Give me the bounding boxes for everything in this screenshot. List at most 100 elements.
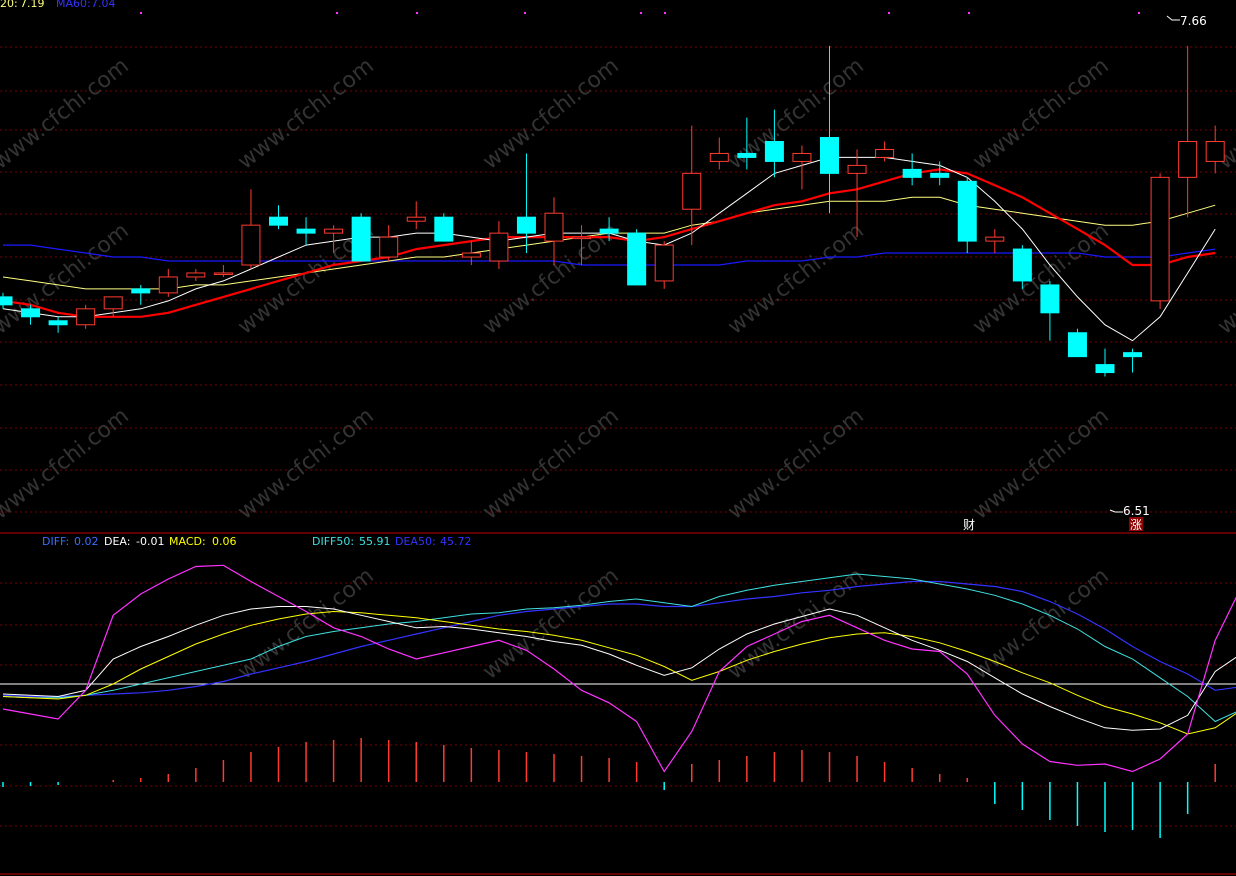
candle-body — [516, 216, 536, 234]
candle-body — [1012, 248, 1032, 282]
candle — [764, 109, 784, 178]
candle — [1205, 125, 1225, 174]
candle — [434, 213, 454, 242]
candle-body — [599, 228, 619, 234]
candle — [213, 265, 233, 277]
candle — [351, 213, 371, 262]
candle-body — [709, 152, 729, 162]
candle-body — [21, 308, 41, 318]
limit-up-badge[interactable] — [1129, 517, 1143, 531]
candle — [379, 225, 399, 262]
candle-body — [213, 272, 233, 275]
candle-body — [792, 152, 812, 162]
dea-label: DEA: — [104, 535, 130, 548]
candle — [654, 241, 674, 289]
candle-body — [186, 272, 206, 278]
candle-body — [379, 236, 399, 258]
candlestick-series — [0, 45, 1225, 377]
low-pointer — [1109, 509, 1123, 513]
candle-body — [296, 228, 316, 234]
candle — [158, 268, 178, 297]
candle-body — [1067, 332, 1087, 358]
candle — [1067, 328, 1087, 358]
candle-body — [103, 296, 123, 310]
watermark-layer: www.cfchi.com www.cfchi.com www.cfchi.com w… — [0, 53, 1236, 684]
candle-body — [1040, 284, 1060, 314]
candle-body — [902, 168, 922, 178]
candle-body — [269, 216, 288, 226]
watermark-text: www.cfchi.com — [0, 403, 134, 524]
candle — [0, 292, 13, 309]
candle-body — [764, 141, 784, 162]
candle — [572, 225, 592, 265]
macd-indicator-panel — [0, 564, 1236, 838]
watermark-text: www.cfchi.com — [233, 403, 378, 524]
candle-body — [957, 180, 977, 242]
candle — [847, 149, 867, 238]
dea50-label: DEA50: — [395, 535, 436, 548]
candle — [461, 241, 481, 265]
candle-body — [572, 236, 592, 240]
watermark-text: www.cfchi.com — [233, 53, 378, 174]
macd-label: MACD: — [169, 535, 206, 548]
candle-body — [1205, 141, 1225, 162]
candle-body — [847, 164, 867, 174]
candle-body — [544, 212, 564, 242]
candle-body — [627, 232, 647, 286]
watermark-text: www.cfchi.com — [478, 53, 623, 174]
candle — [985, 229, 1005, 254]
rsi-line — [2, 564, 1236, 773]
candle-body — [406, 216, 426, 222]
candle — [76, 304, 96, 329]
candle — [820, 45, 839, 214]
candle — [737, 117, 757, 170]
macd-value: 0.06 — [212, 535, 237, 548]
candle — [875, 141, 895, 162]
high-price-label: 7.66 — [1180, 14, 1207, 28]
candle — [131, 284, 151, 305]
candle-body — [682, 172, 702, 210]
candle — [930, 161, 950, 186]
diff50-line — [2, 573, 1236, 723]
limit-up-marker[interactable]: 涨 — [1130, 517, 1142, 532]
candle-body — [654, 244, 674, 282]
candle-body — [48, 320, 68, 326]
candle-body — [0, 296, 13, 306]
event-dot — [416, 12, 418, 14]
candle — [48, 316, 68, 333]
candle — [406, 201, 426, 230]
finance-event-marker[interactable]: 财 — [963, 518, 975, 532]
candle-body — [820, 137, 839, 174]
candle-body — [131, 288, 151, 294]
diff50-label: DIFF50: — [312, 535, 354, 548]
event-dot — [664, 12, 666, 14]
candle — [682, 125, 702, 246]
candle — [241, 189, 261, 269]
candle-body — [351, 216, 371, 262]
event-dot — [336, 12, 338, 14]
watermark-text: www.cfchi.com — [1213, 218, 1236, 339]
diff-label: DIFF: — [42, 535, 69, 548]
candle — [103, 296, 123, 317]
candle-body — [241, 224, 261, 266]
diff-value: 0.02 — [74, 535, 99, 548]
event-dot — [888, 12, 890, 14]
grid-lines — [0, 12, 1236, 875]
ma60-value: 7.04 — [91, 0, 116, 10]
candle-body — [930, 172, 950, 178]
candle — [324, 225, 344, 254]
candle — [1012, 245, 1032, 289]
candle — [269, 205, 288, 230]
diff-line — [2, 606, 1236, 731]
watermark-text: www.cfchi.com — [968, 403, 1113, 524]
candle-body — [1150, 176, 1170, 302]
candle-body — [1095, 364, 1115, 374]
dea50-value: 45.72 — [440, 535, 472, 548]
candle-body — [461, 252, 481, 258]
watermark-text: www.cfchi.com — [968, 53, 1113, 174]
candle — [627, 229, 647, 286]
ma20-label: 20: — [0, 0, 18, 10]
diff50-value: 55.91 — [359, 535, 391, 548]
candle-body — [737, 152, 757, 158]
watermark-text: www.cfchi.com — [0, 53, 134, 174]
